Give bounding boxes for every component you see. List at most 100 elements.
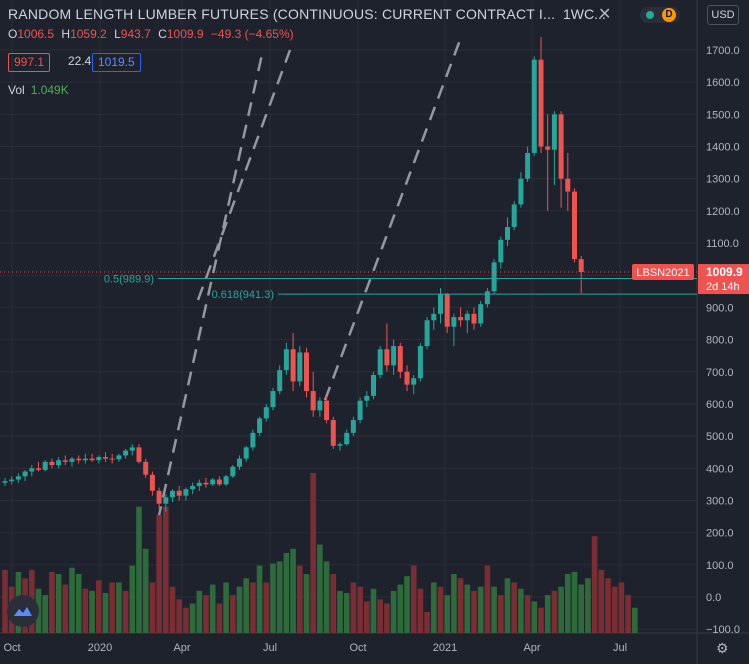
volume-bar	[62, 584, 69, 633]
candle-body	[223, 476, 229, 485]
volume-bars	[2, 473, 638, 633]
price-tick-label: 500.0	[706, 431, 734, 443]
tradingview-logo-icon[interactable]	[7, 595, 39, 627]
candle-body	[330, 420, 336, 446]
candle-body	[364, 395, 370, 401]
volume-bar	[591, 536, 598, 633]
candle-body	[391, 346, 397, 366]
volume-bar	[538, 607, 544, 633]
volume-bar	[511, 582, 517, 633]
volume-bar	[337, 590, 343, 633]
candle-body	[216, 479, 222, 485]
time-tick-label: Oct	[3, 642, 20, 654]
candle-body	[310, 391, 316, 411]
high-value: 1059.2	[70, 27, 107, 41]
candle-body	[518, 178, 524, 205]
time-tick-label: Oct	[349, 642, 366, 654]
candle-body	[471, 313, 477, 324]
candle-body	[431, 313, 437, 321]
volume-bar	[303, 574, 310, 633]
volume-bar	[102, 593, 109, 633]
volume-bar	[236, 586, 243, 633]
volume-bar	[491, 586, 497, 633]
volume-bar	[109, 582, 115, 633]
volume-bar	[390, 590, 397, 633]
volume-bar	[384, 603, 390, 633]
trend-lines	[156, 39, 462, 521]
volume-bar	[558, 586, 564, 633]
time-axis[interactable]: Oct 2020 Apr Jul Oct 2021 Apr Jul	[3, 642, 627, 654]
volume-bar	[49, 571, 55, 633]
volume-bar	[183, 607, 189, 633]
volume-legend[interactable]: Vol 1.049K	[8, 83, 69, 97]
candle-body	[116, 455, 122, 460]
volume-bar	[504, 578, 511, 633]
currency-button[interactable]: USD	[707, 5, 739, 25]
candle-body	[257, 418, 263, 433]
candle-body	[377, 349, 383, 375]
time-tick-label: Jul	[263, 642, 277, 654]
volume-bar	[531, 601, 538, 633]
fib-label: 0.5(989.9)	[104, 273, 154, 285]
candle-body	[42, 461, 48, 470]
volume-bar	[149, 582, 156, 633]
volume-bar	[484, 565, 491, 633]
volume-bar	[524, 595, 531, 633]
volume-bar	[176, 599, 182, 633]
volume-bar	[431, 582, 437, 633]
delayed-badge: D	[662, 8, 676, 22]
volume-bar	[223, 582, 229, 633]
last-price-tag-bg	[698, 264, 749, 295]
volume-bar	[625, 595, 631, 633]
candle-body	[89, 458, 95, 461]
countdown-label: 2d 14h	[706, 281, 740, 293]
volume-bar	[471, 590, 477, 633]
volume-bar	[364, 601, 370, 633]
candle-body	[424, 320, 430, 347]
candle-body	[136, 447, 142, 462]
candle-body	[444, 294, 450, 327]
candle-body	[384, 349, 390, 366]
volume-bar	[585, 578, 591, 633]
price-axis[interactable]: −100.0 0.0 100.0 200.0 300.0 400.0 500.0 600.0 7…	[706, 45, 740, 636]
time-tick-label: Apr	[173, 642, 190, 654]
volume-bar	[136, 506, 142, 633]
volume-bar	[605, 578, 611, 633]
short-symbol[interactable]: C...	[584, 6, 606, 22]
volume-bar	[156, 515, 162, 633]
symbol-tag-label: LBSN2021	[636, 267, 689, 279]
volume-bar	[69, 567, 75, 633]
volume-bar	[270, 563, 276, 633]
candle-body	[478, 304, 484, 324]
candle-body	[237, 458, 242, 467]
symbol-title[interactable]: RANDOM LENGTH LUMBER FUTURES (CONTINUOUS…	[8, 6, 556, 22]
price-tick-label: 200.0	[706, 528, 734, 540]
volume-bar	[297, 565, 303, 633]
volume-bar	[417, 588, 424, 633]
candle-body	[270, 391, 276, 408]
time-tick-label: 2021	[433, 642, 457, 654]
indicator-value-2: 22.4	[68, 54, 92, 68]
candle-body	[558, 114, 564, 179]
candle-body	[243, 447, 249, 459]
market-open-icon	[646, 11, 654, 19]
volume-bar	[578, 584, 584, 633]
gear-icon[interactable]: ⚙	[716, 640, 729, 656]
price-tick-label: 600.0	[706, 399, 734, 411]
close-icon[interactable]: ✕	[598, 6, 612, 23]
volume-bar	[163, 506, 169, 633]
candle-body	[2, 481, 8, 483]
candle-body	[344, 432, 350, 445]
candle-body	[176, 490, 182, 496]
candle-body	[337, 444, 343, 446]
candle-body	[170, 490, 175, 498]
timeframe-label[interactable]: 1W	[563, 6, 584, 22]
market-status-pill[interactable]: D	[640, 7, 680, 23]
candle-body	[417, 346, 423, 379]
volume-bar	[276, 561, 283, 633]
candle-body	[230, 466, 236, 477]
candle-body	[565, 178, 571, 192]
candle-body	[250, 432, 256, 448]
candle-body	[56, 460, 62, 466]
